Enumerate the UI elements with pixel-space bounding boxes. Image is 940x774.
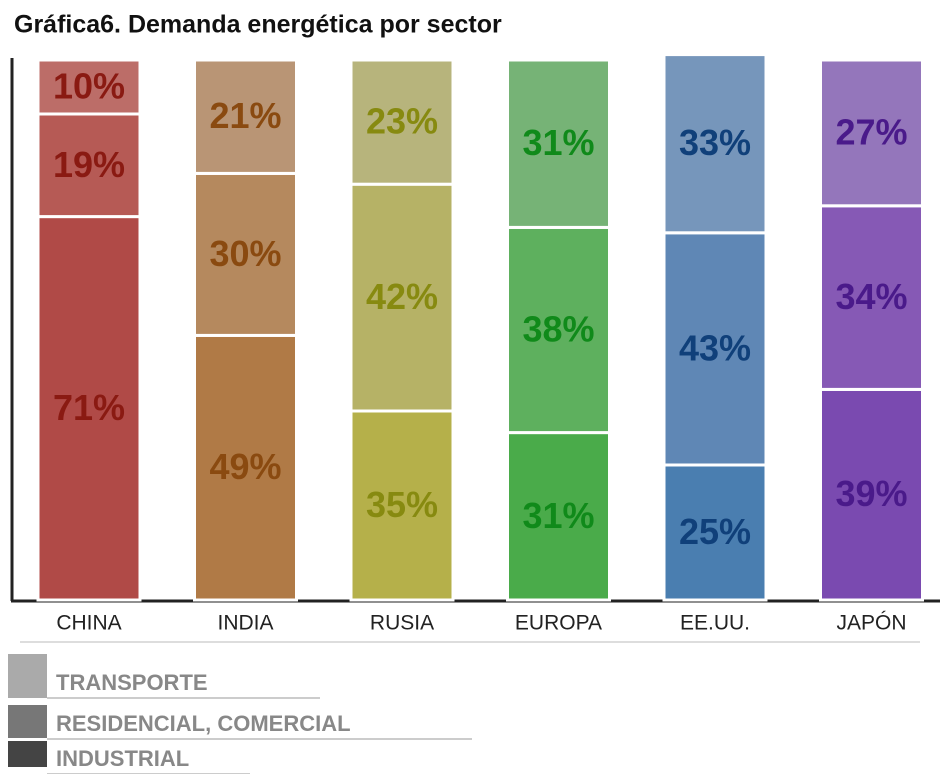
bar-segment — [662, 231, 768, 467]
legend-swatch — [8, 705, 47, 738]
x-tick-label: CHINA — [56, 612, 121, 635]
value-label: 71% — [53, 387, 125, 428]
bar-segment — [349, 409, 455, 602]
value-label: 35% — [366, 484, 438, 525]
bar-segment — [193, 333, 298, 602]
legend-label: TRANSPORTE — [56, 670, 208, 695]
x-tick-label: EUROPA — [515, 612, 602, 635]
value-label: 39% — [835, 473, 907, 514]
bar-segment — [506, 58, 611, 229]
bar-segment — [819, 58, 924, 208]
legend-label: RESIDENCIAL, COMERCIAL — [56, 711, 351, 736]
x-tick-label: JAPÓN — [836, 612, 906, 635]
bar-segment — [506, 225, 611, 435]
value-label: 27% — [835, 111, 907, 152]
bar-segment — [36, 215, 142, 602]
chart-title: Gráfica6. Demanda energética por sector — [14, 11, 502, 39]
value-label: 23% — [366, 101, 438, 142]
value-label: 43% — [679, 327, 751, 368]
value-label: 31% — [522, 495, 594, 536]
x-tick-label: RUSIA — [370, 612, 434, 635]
x-tick-label: INDIA — [217, 612, 273, 635]
bar-segment — [662, 53, 768, 235]
x-tick-label: EE.UU. — [680, 612, 750, 635]
value-label: 19% — [53, 144, 125, 185]
value-label: 42% — [366, 276, 438, 317]
bar-segment — [193, 58, 298, 175]
legend-swatch — [8, 654, 47, 698]
bar-segment — [662, 463, 768, 602]
value-label: 38% — [522, 309, 594, 350]
bar-segment — [819, 387, 924, 602]
value-label: 25% — [679, 511, 751, 552]
bar-segment — [349, 58, 455, 186]
legend-label: INDUSTRIAL — [56, 746, 189, 771]
value-label: 31% — [522, 122, 594, 163]
bar-segment — [349, 182, 455, 413]
value-label: 49% — [209, 446, 281, 487]
value-label: 33% — [679, 122, 751, 163]
bar-segment — [819, 204, 924, 391]
legend-swatch — [8, 741, 47, 767]
value-label: 21% — [209, 95, 281, 136]
value-label: 10% — [53, 66, 125, 107]
value-label: 34% — [835, 276, 907, 317]
bar-segment — [36, 58, 142, 116]
value-label: 30% — [209, 233, 281, 274]
